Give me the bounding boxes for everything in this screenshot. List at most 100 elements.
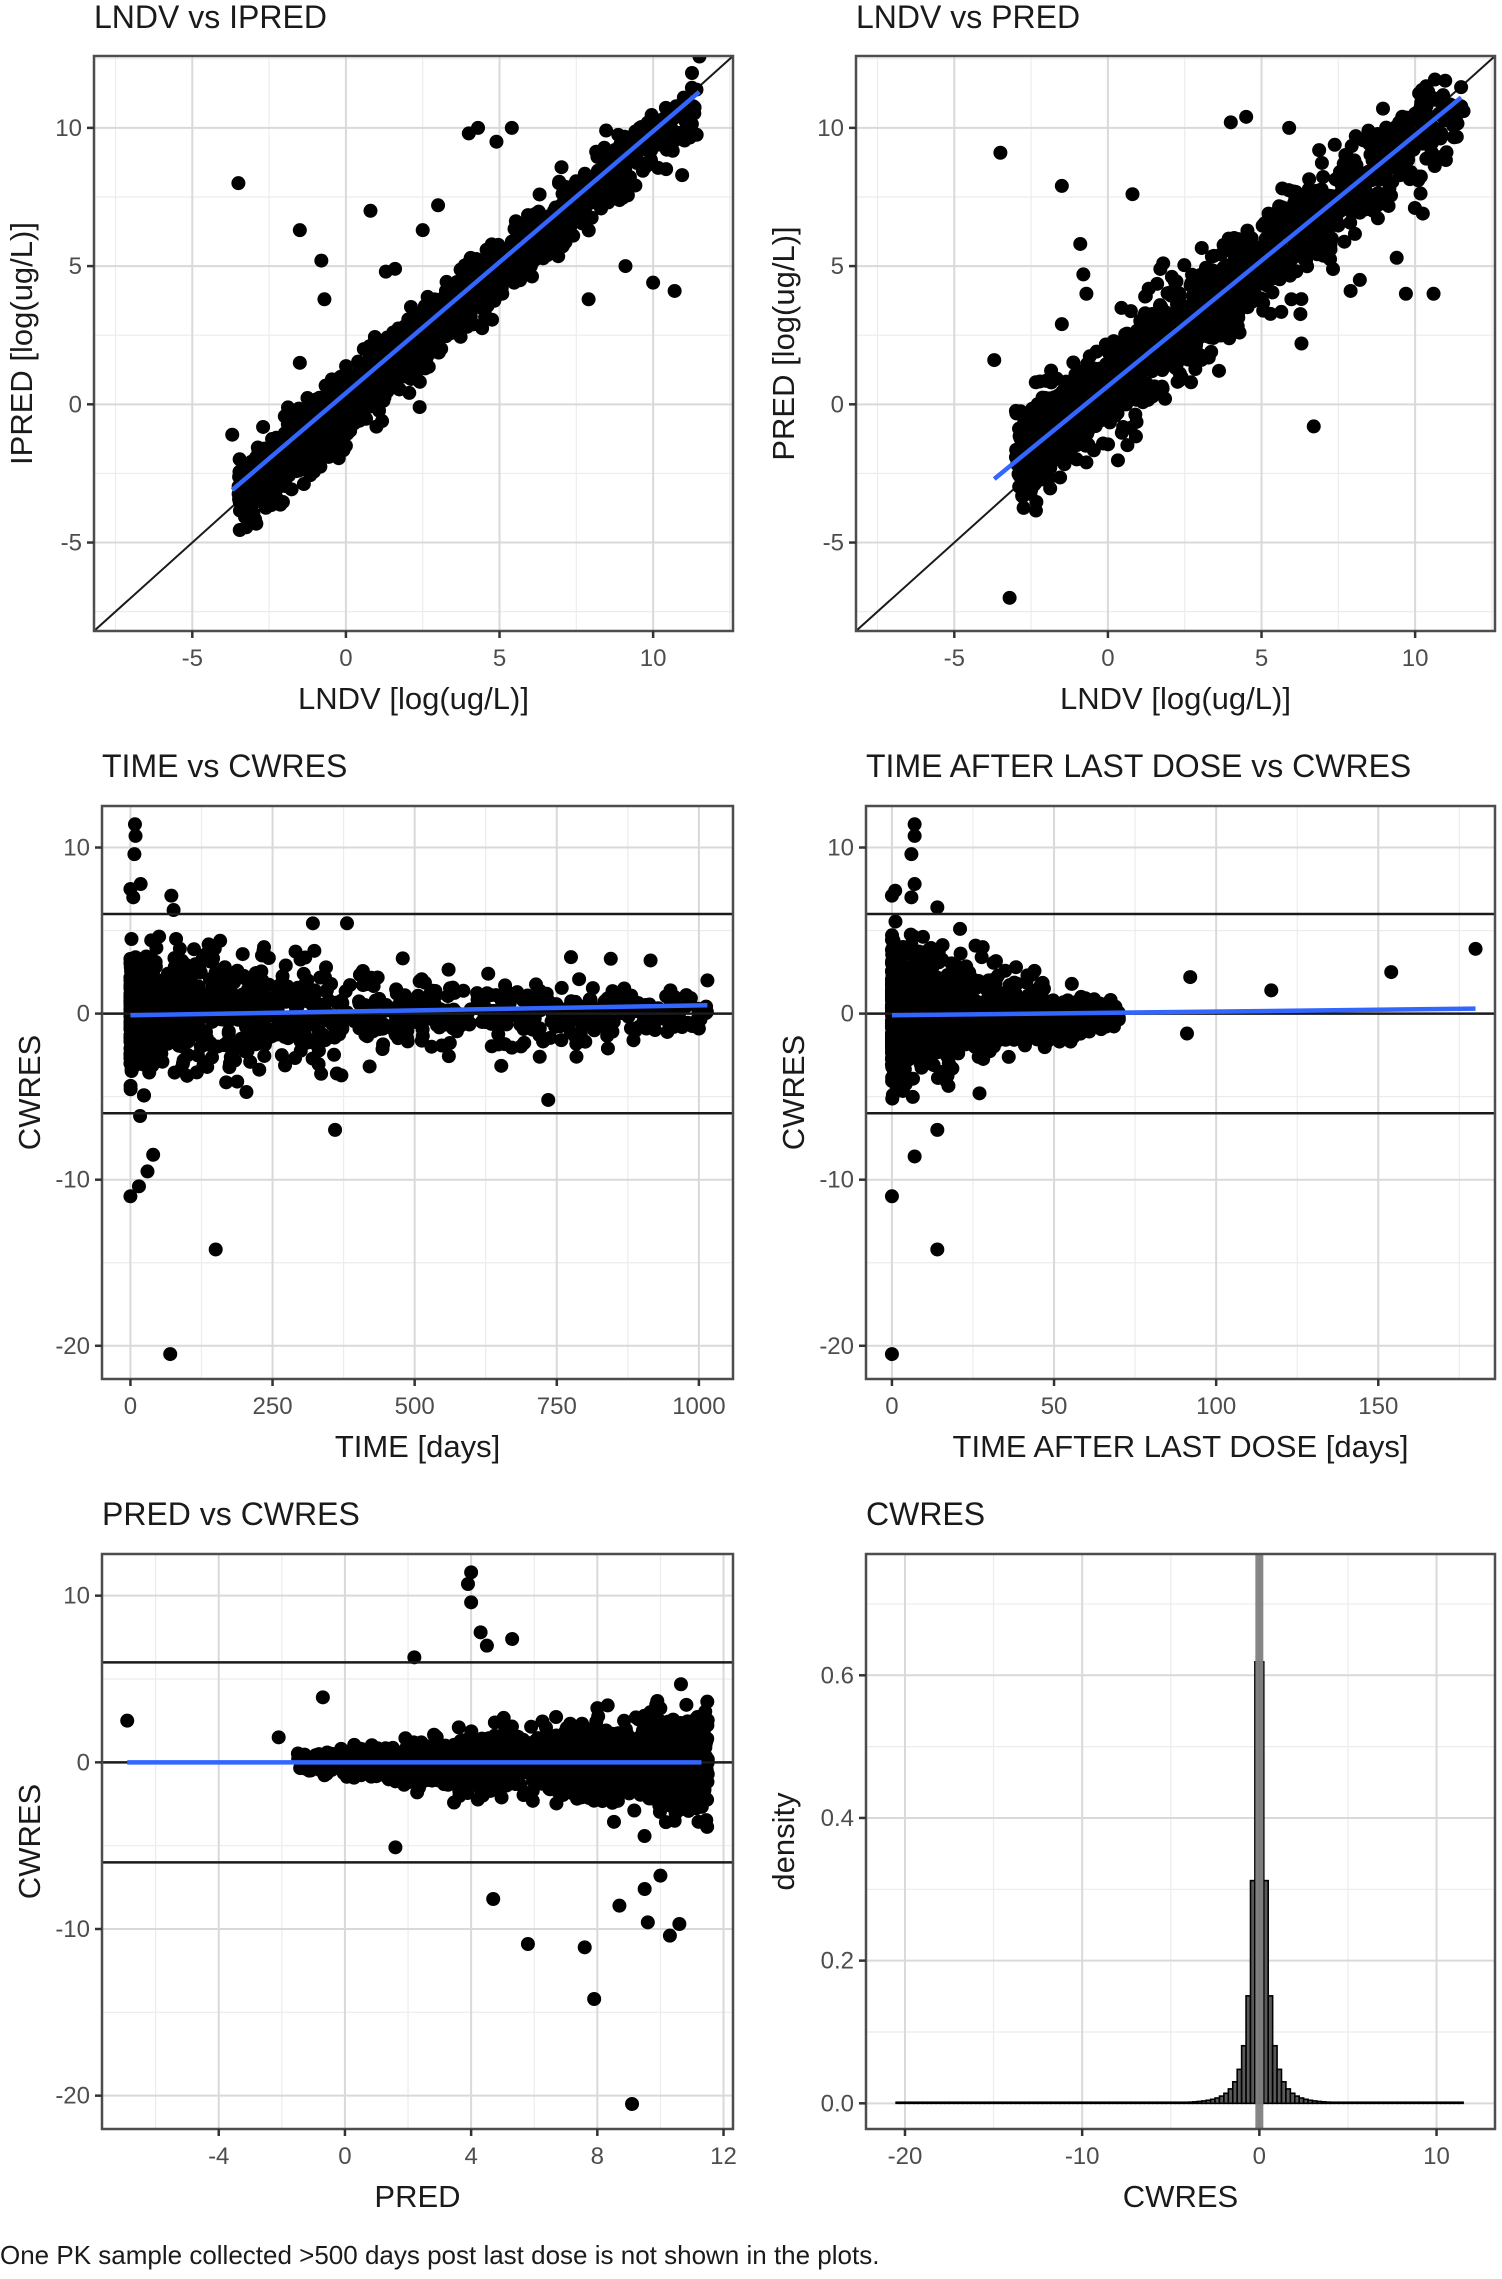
data-point [146,1147,161,1162]
x-tick-label: 10 [1402,645,1429,672]
data-point [275,494,290,509]
data-point [143,1054,158,1069]
data-point [687,100,702,115]
data-point [328,1122,343,1137]
data-point [335,409,350,424]
data-point [1008,403,1023,418]
data-point [1294,336,1309,351]
data-point [1099,340,1114,355]
data-point [414,972,429,987]
x-tick-label: 500 [395,1393,435,1420]
data-point [679,988,694,1003]
data-point [1436,88,1451,103]
data-point [256,419,271,434]
data-point [462,1016,477,1031]
data-point [572,972,587,987]
data-point [1401,166,1416,181]
data-point [1114,425,1129,440]
data-point [416,991,431,1006]
data-point [151,987,166,1002]
x-axis: -5 0 5 10 [182,631,667,672]
y-tick-label: -10 [55,1167,90,1194]
data-point [359,411,374,426]
data-point [993,145,1008,160]
data-point [1414,82,1429,97]
data-point [1064,376,1079,391]
data-point [362,353,377,368]
data-point [524,269,539,284]
data-point [1101,437,1116,452]
x-tick-label: 10 [640,645,667,672]
data-point [605,984,620,999]
smooth-line [230,90,701,492]
data-point [1066,355,1081,370]
data-point [578,207,593,222]
data-point [1438,153,1453,168]
data-point [1001,1049,1016,1064]
data-point [1268,206,1283,221]
data-point [127,847,142,862]
data-point [232,523,247,538]
data-point [300,1035,315,1050]
data-point [1426,286,1441,301]
data-point [1141,326,1156,341]
data-point [1115,354,1130,369]
y-tick-label: 0 [69,391,82,418]
data-point [1082,349,1097,364]
data-point [1193,267,1208,282]
data-point [251,980,266,995]
data-point [1274,304,1289,319]
data-point [440,989,455,1004]
data-point [339,916,354,931]
data-point [152,929,167,944]
chart-title: LNDV vs IPRED [94,0,327,35]
data-point [684,66,699,81]
data-point [1438,73,1453,88]
data-point [1343,215,1358,230]
data-point [1336,156,1351,171]
data-point [1223,115,1238,130]
data-point [1282,120,1297,135]
data-point [309,396,324,411]
data-point [307,464,322,479]
data-point [554,1033,569,1048]
data-point [1450,116,1465,131]
data-point [915,929,930,944]
data-point [1240,279,1255,294]
data-point [1028,475,1043,490]
data-point [692,56,707,64]
data-point [1076,267,1091,282]
data-point [531,241,546,256]
x-axis: -5 0 5 10 [944,631,1429,672]
data-point [128,828,143,843]
data-point [363,203,378,218]
data-point [622,132,637,147]
data-point [1125,187,1140,202]
data-point [598,1013,613,1028]
data-point [289,464,304,479]
data-point [263,993,278,1008]
data-point [252,450,267,465]
data-point [1253,271,1268,286]
points [123,817,715,1362]
data-point [236,1034,251,1049]
data-point [299,976,314,991]
data-point [525,255,540,270]
data-point [389,982,404,997]
data-point [467,289,482,304]
data-point [1365,203,1380,218]
data-point [1164,269,1179,284]
data-point [1028,503,1043,518]
chart-title: TIME vs CWRES [102,748,347,784]
data-point [125,1048,140,1063]
data-point [568,177,583,192]
data-point [278,479,293,494]
data-point [1385,174,1400,189]
data-point [590,186,605,201]
data-point [257,940,272,955]
data-point [494,1058,509,1073]
data-point [289,1026,304,1041]
data-point [489,134,504,149]
data-point [1033,456,1048,471]
data-point [239,1085,254,1100]
